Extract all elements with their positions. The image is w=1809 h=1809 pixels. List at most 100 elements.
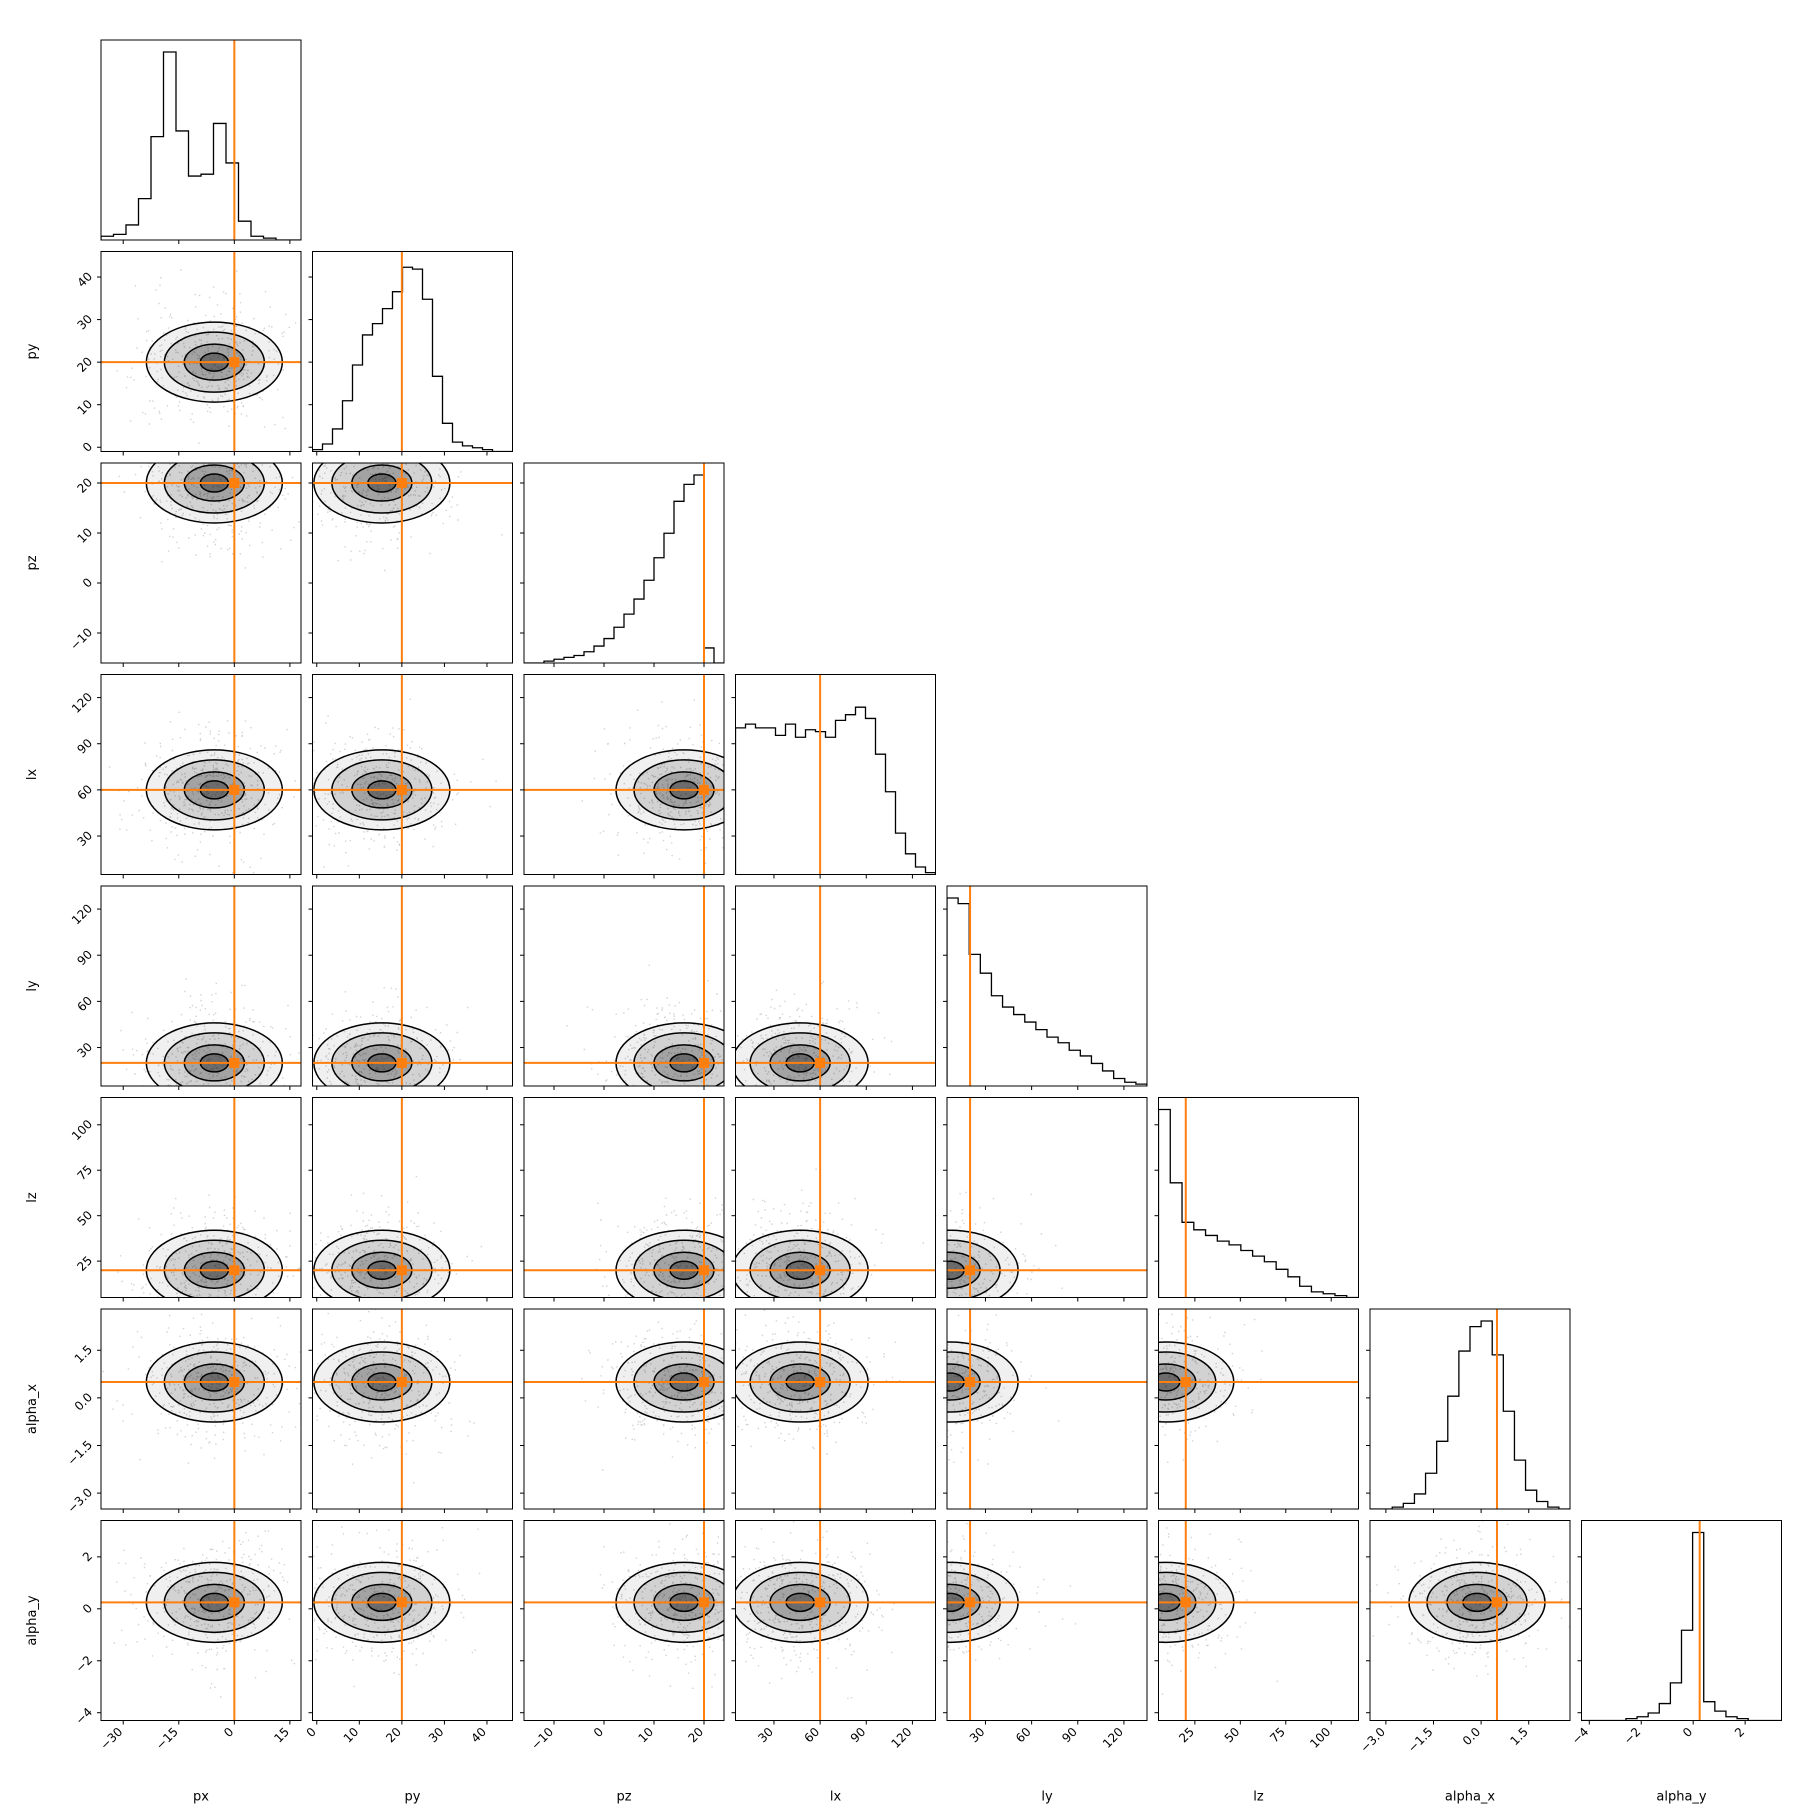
x-tick-label: 0 [1680, 1725, 1695, 1740]
panel-alpha_x-alpha_x [1366, 1308, 1571, 1513]
y-tick-label: 2 [80, 1549, 95, 1564]
panel-frame [523, 1097, 725, 1298]
panel-content [101, 886, 301, 1086]
histogram-lz [1158, 1108, 1359, 1298]
y-tick-label: 0 [80, 1601, 95, 1616]
y-axis-label-alpha_x: alpha_x [25, 1384, 40, 1435]
panel-frame [100, 462, 302, 664]
x-tick-label: 120 [1100, 1725, 1126, 1751]
panel-content [947, 1520, 1147, 1721]
y-tick-label: 40 [74, 269, 95, 290]
panel-content [1370, 1309, 1570, 1509]
panel-ly-py [308, 885, 513, 1090]
y-tick-label: 60 [74, 782, 95, 803]
x-axis-label-pz: pz [616, 1790, 631, 1805]
panel-frame [312, 251, 513, 452]
panel-frame [1158, 1097, 1359, 1298]
truth-marker [396, 1597, 407, 1608]
panel-frame [735, 674, 936, 875]
truth-marker [229, 1057, 240, 1068]
panel-content [101, 463, 301, 663]
panel-pz-px: −10 0 10 20 [67, 462, 302, 667]
panel-alpha_x-pz [520, 1308, 725, 1513]
truth-marker [396, 1057, 407, 1068]
panel-alpha_y-ly: 30 60 90 120 [943, 1520, 1148, 1751]
truth-marker [229, 357, 240, 368]
panel-alpha_y-lx: 30 60 90 120 [731, 1520, 936, 1751]
panel-content [101, 40, 301, 240]
panel-alpha_y-py: 0 10 20 30 40 [304, 1520, 513, 1746]
x-tick-label: 100 [1307, 1725, 1333, 1751]
scatter-points [1158, 1527, 1278, 1695]
panel-alpha_y-px: −30 −15 0 15 −4 −2 0 2 [73, 1520, 302, 1753]
truth-marker [965, 1597, 976, 1608]
panel-content [524, 1520, 724, 1721]
x-axis-label-lz: lz [1253, 1790, 1264, 1805]
panel-content [101, 1520, 301, 1721]
panel-frame [946, 885, 1148, 1087]
histogram-pz [524, 474, 724, 663]
panel-frame [100, 39, 302, 241]
x-tick-label: −2 [1621, 1725, 1643, 1747]
truth-marker [815, 1377, 826, 1388]
truth-marker [699, 1597, 709, 1608]
x-tick-label: −4 [1569, 1725, 1591, 1747]
y-tick-label: 30 [74, 828, 95, 849]
y-tick-label: 0 [80, 575, 95, 590]
panel-lz-pz [520, 1097, 725, 1302]
y-axis-label-alpha_y: alpha_y [25, 1595, 40, 1646]
truth-marker [396, 784, 407, 795]
x-tick-label: −15 [153, 1725, 181, 1753]
x-axis-label-py: py [405, 1790, 421, 1805]
x-tick-label: 50 [1222, 1725, 1243, 1746]
panel-content [312, 1097, 513, 1298]
truth-marker [229, 784, 240, 795]
panel-lz-ly [943, 1097, 1148, 1302]
x-tick-label: 30 [426, 1725, 447, 1746]
panel-content [735, 1520, 936, 1721]
y-tick-label: 30 [74, 312, 95, 333]
y-tick-label: 0.0 [72, 1390, 95, 1413]
truth-marker [815, 1057, 826, 1068]
panel-content [524, 1309, 724, 1509]
panel-frame [312, 462, 513, 664]
panel-alpha_x-px: −3.0 −1.5 0.0 1.5 [65, 1308, 302, 1516]
panel-frame [1369, 1520, 1571, 1721]
histogram-alpha_y [1581, 1531, 1782, 1721]
truth-marker [229, 1597, 240, 1608]
panel-ly-lx [731, 885, 936, 1090]
panel-ly-pz [520, 885, 725, 1090]
panel-frame [100, 1308, 302, 1510]
x-tick-label: 75 [1267, 1725, 1288, 1746]
scatter-points [581, 699, 724, 865]
y-axis-label-lz: lz [25, 1192, 40, 1203]
panel-ly-px: 30 60 90 120 [69, 885, 302, 1090]
x-tick-label: 40 [468, 1725, 489, 1746]
x-tick-label: −1.5 [1405, 1725, 1436, 1756]
panel-ly-ly [943, 885, 1148, 1090]
panel-alpha_y-lz: 25 50 75 100 [1154, 1520, 1359, 1751]
truth-marker [229, 1377, 240, 1388]
x-tick-label: 0.0 [1460, 1725, 1483, 1748]
panel-frame [100, 885, 302, 1087]
y-tick-label: −10 [67, 625, 95, 653]
y-tick-label: 20 [74, 354, 95, 375]
truth-marker [396, 1377, 407, 1388]
y-tick-label: 0 [80, 439, 95, 454]
x-tick-label: 10 [341, 1725, 362, 1746]
panel-content [101, 1309, 301, 1509]
truth-marker [1491, 1597, 1502, 1608]
panel-alpha_y-alpha_y: −4 −2 0 2 [1569, 1520, 1782, 1747]
panel-content [524, 1097, 724, 1298]
x-tick-label: 60 [1013, 1725, 1034, 1746]
truth-marker [815, 1265, 826, 1276]
y-tick-label: 100 [69, 1117, 95, 1143]
x-tick-label: 30 [967, 1725, 988, 1746]
x-axis-label-alpha_y: alpha_y [1656, 1790, 1707, 1805]
truth-marker [699, 784, 709, 795]
panel-content [1158, 1097, 1359, 1298]
truth-marker [699, 1057, 709, 1068]
panel-alpha_x-ly [943, 1308, 1148, 1513]
panel-frame [100, 674, 302, 875]
